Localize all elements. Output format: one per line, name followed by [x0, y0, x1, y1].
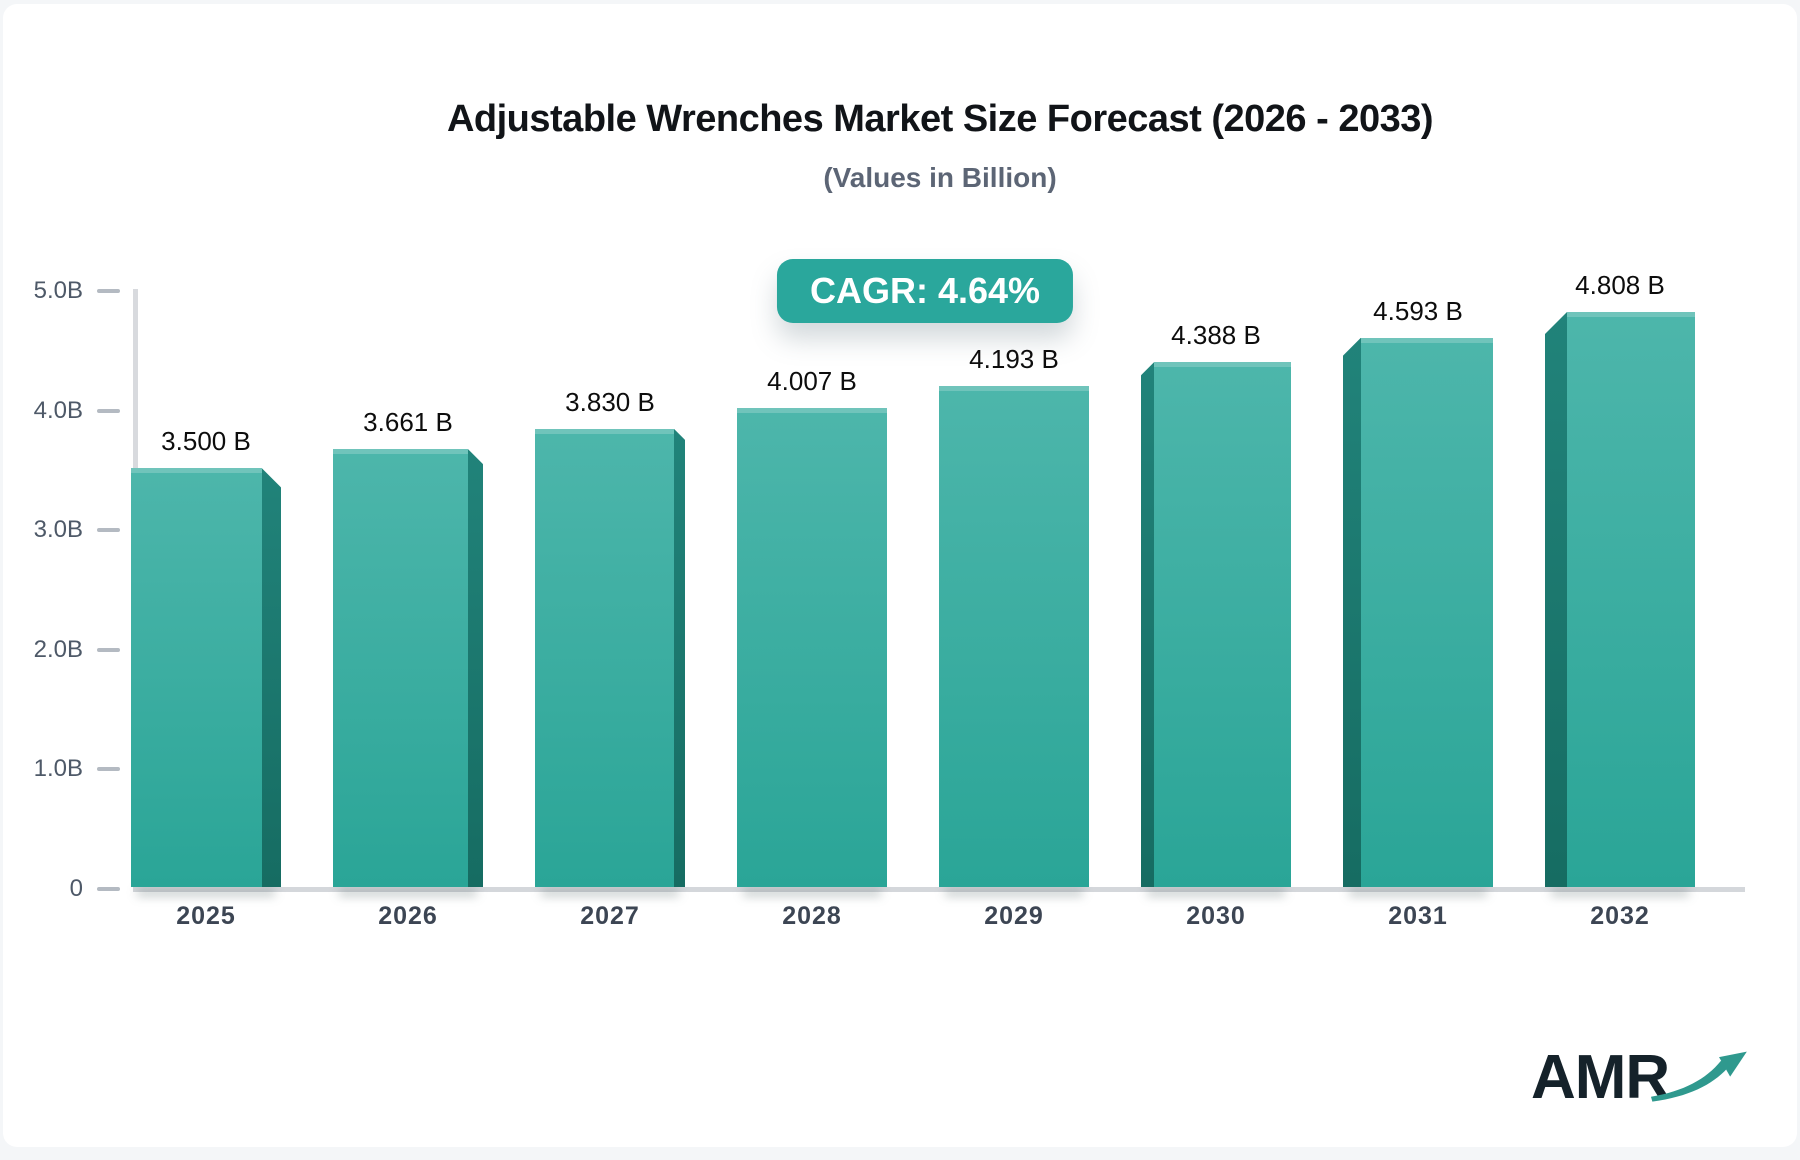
y-tick-mark [97, 767, 120, 772]
bar-2032 [1545, 311, 1695, 887]
bar-bevel [1141, 362, 1154, 887]
chart-subtitle: (Values in Billion) [823, 162, 1057, 193]
chart-title: Adjustable Wrenches Market Size Forecast… [446, 98, 1434, 140]
bar-face [131, 468, 262, 887]
plot-area: 5.0B 4.0B 3.0B 2.0B 1.0B 0 3.500 B 2025 3.661 B 2… [3, 4, 1800, 1160]
bar-2030 [1141, 362, 1291, 887]
amr-logo: AMR [1531, 1036, 1751, 1120]
bar-bevel [1343, 337, 1361, 887]
y-tick-label: 2.0B [33, 635, 83, 663]
bar-bevel [468, 449, 483, 887]
bar-2027 [535, 428, 685, 887]
bar-face [1154, 362, 1291, 887]
x-axis-label: 2031 [1388, 902, 1448, 930]
bar-value-label: 3.661 B [363, 407, 453, 438]
y-tick-label: 3.0B [33, 516, 83, 544]
bar-2026 [333, 449, 483, 887]
bar-2031 [1343, 337, 1493, 887]
bar-face [1567, 311, 1695, 887]
x-axis-label: 2025 [176, 902, 236, 930]
bar-shadow [1147, 889, 1285, 896]
y-tick-mark [97, 887, 120, 891]
x-axis-label: 2030 [1186, 902, 1246, 930]
bar-shadow [1349, 889, 1487, 896]
bar-shadow [1551, 889, 1689, 896]
bar-bevel [262, 468, 281, 887]
y-tick-mark [97, 289, 120, 293]
bar-shadow [945, 889, 1083, 896]
bar-shadow [137, 889, 275, 896]
x-axis-label: 2029 [984, 902, 1044, 930]
y-tick-label: 5.0B [33, 277, 83, 304]
bar-face [939, 385, 1089, 887]
bar-2025 [131, 468, 281, 887]
y-tick-mark [97, 647, 120, 652]
bar-face [333, 449, 468, 887]
y-tick-label: 4.0B [33, 396, 83, 424]
y-tick-label: 0 [69, 875, 83, 902]
bar-value-label: 3.830 B [565, 386, 655, 417]
bar-shadow [339, 889, 477, 896]
x-axis-label: 2027 [580, 902, 640, 930]
bar-value-label: 3.500 B [161, 426, 251, 457]
bar-value-label: 4.808 B [1575, 269, 1665, 300]
y-tick-mark [97, 528, 120, 533]
amr-arrow-icon [1650, 1051, 1747, 1102]
x-baseline [133, 887, 1745, 892]
x-axis-label: 2032 [1590, 902, 1650, 930]
bar-bevel [674, 428, 685, 887]
x-axis-label: 2028 [782, 902, 842, 930]
cagr-badge: CAGR: 4.64% [776, 259, 1074, 323]
bar-face [737, 407, 887, 887]
bar-value-label: 4.593 B [1373, 295, 1463, 326]
x-axis-label: 2026 [378, 902, 438, 930]
y-tick-mark [97, 408, 120, 413]
y-tick-label: 1.0B [33, 755, 83, 783]
bar-value-label: 4.193 B [969, 343, 1059, 374]
bar-bevel [1545, 311, 1567, 887]
amr-logo-text: AMR [1531, 1043, 1670, 1112]
bar-shadow [743, 889, 881, 896]
bar-2029 [939, 385, 1089, 887]
bar-2028 [737, 407, 887, 887]
page-card: Adjustable Wrenches Market Size Forecast… [3, 4, 1797, 1147]
bar-face [1361, 337, 1493, 887]
bar-value-label: 4.007 B [767, 365, 857, 396]
bar-shadow [541, 889, 679, 896]
bar-value-label: 4.388 B [1171, 320, 1261, 351]
bar-face [535, 428, 674, 887]
